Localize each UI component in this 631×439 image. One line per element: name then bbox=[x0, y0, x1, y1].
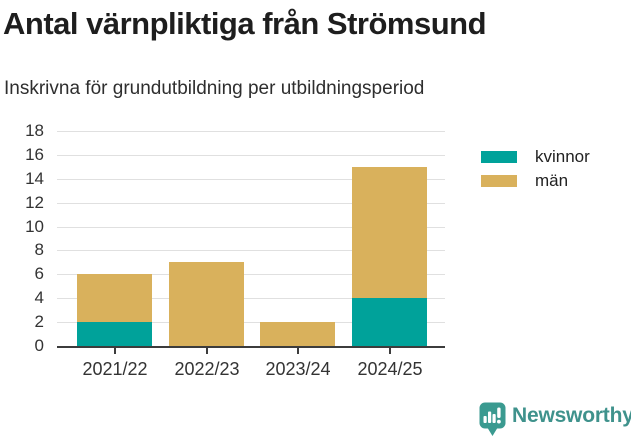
y-axis-tick-label: 10 bbox=[25, 217, 44, 236]
y-axis-tick-label: 14 bbox=[25, 169, 44, 188]
y-axis-tick-label: 6 bbox=[34, 264, 44, 283]
y-axis-tick-label: 18 bbox=[25, 121, 44, 140]
y-axis-tick-label: 4 bbox=[34, 288, 44, 307]
x-axis-line bbox=[57, 346, 445, 348]
legend-label-kvinnor: kvinnor bbox=[535, 147, 590, 166]
brand-footer: Newsworthy bbox=[479, 402, 631, 437]
bar-segment-män bbox=[260, 322, 335, 346]
x-axis-tick-mark bbox=[114, 348, 116, 354]
gridline bbox=[57, 322, 445, 323]
gridline bbox=[57, 227, 445, 228]
x-axis-tick-label: 2023/24 bbox=[265, 359, 331, 379]
gridline bbox=[57, 155, 445, 156]
x-axis-tick-label: 2022/23 bbox=[174, 359, 240, 379]
chart-title: Antal värnpliktiga från Strömsund bbox=[3, 6, 487, 41]
x-axis-tick-label: 2021/22 bbox=[82, 359, 148, 379]
y-axis-tick-label: 2 bbox=[34, 312, 44, 331]
legend-swatch-kvinnor bbox=[481, 151, 517, 163]
gridline bbox=[57, 250, 445, 251]
y-axis-tick-label: 0 bbox=[34, 336, 44, 355]
bar-segment-män bbox=[352, 167, 427, 298]
x-axis-tick-mark bbox=[389, 348, 391, 354]
bar-segment-kvinnor bbox=[352, 298, 427, 346]
brand-name: Newsworthy bbox=[512, 404, 631, 427]
chart-subtitle: Inskrivna för grundutbildning per utbild… bbox=[4, 78, 425, 99]
bar-segment-män bbox=[169, 262, 244, 346]
x-axis-tick-mark bbox=[297, 348, 299, 354]
gridline bbox=[57, 298, 445, 299]
newsworthy-logo-icon bbox=[479, 402, 506, 436]
y-axis-tick-label: 8 bbox=[34, 240, 44, 259]
gridline bbox=[57, 274, 445, 275]
legend-label-män: män bbox=[535, 171, 569, 190]
x-axis-tick-mark bbox=[206, 348, 208, 354]
bar-segment-kvinnor bbox=[77, 322, 152, 346]
gridline bbox=[57, 179, 445, 180]
bar-segment-män bbox=[77, 274, 152, 322]
y-axis-tick-label: 12 bbox=[25, 193, 44, 212]
y-axis-tick-label: 16 bbox=[25, 145, 44, 164]
x-axis-tick-label: 2024/25 bbox=[357, 359, 423, 379]
gridline bbox=[57, 131, 445, 132]
legend-swatch-män bbox=[481, 175, 517, 187]
gridline bbox=[57, 203, 445, 204]
